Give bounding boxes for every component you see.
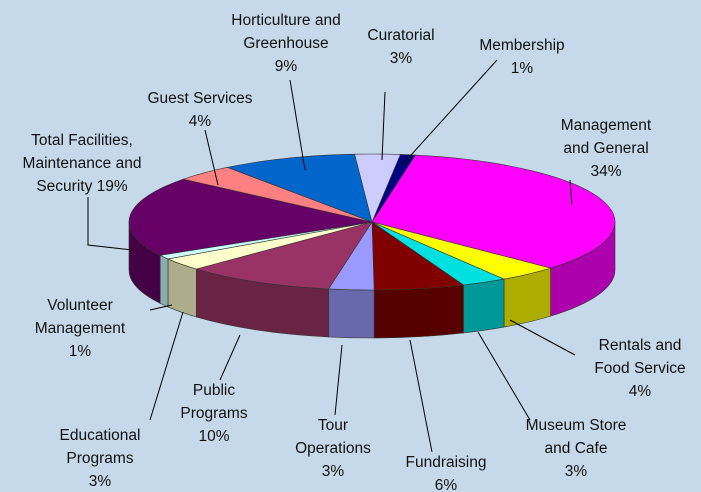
slice-label: Educational Programs 3%	[51, 424, 149, 492]
slice-label: Rentals and Food Service 4%	[586, 334, 694, 403]
value-label: 6%	[434, 477, 458, 492]
leader-line	[477, 331, 531, 421]
value-label: 3%	[88, 473, 112, 490]
category-name: Museum Store and Cafe	[525, 417, 627, 457]
slice-label: Membership 1%	[452, 34, 592, 80]
slice-side	[463, 278, 505, 334]
slice-label: Public Programs 10%	[173, 379, 255, 448]
value-label: 3%	[564, 463, 588, 480]
value-label: 3%	[389, 50, 413, 67]
leader-line	[204, 129, 219, 186]
slice-label: Horticulture and Greenhouse 9%	[217, 9, 355, 78]
leader-line	[401, 59, 498, 166]
slice	[226, 153, 373, 223]
slice-label: Fundraising 6%	[386, 451, 506, 492]
leader-lines	[87, 59, 576, 453]
category-name: Rentals and Food Service	[594, 337, 686, 377]
tops	[128, 153, 616, 291]
slice-label: Tour Operations 3%	[287, 414, 379, 483]
category-name: Fundraising	[405, 454, 487, 471]
slice	[195, 221, 373, 290]
slice-label: Volunteer Management 1%	[28, 294, 132, 363]
sides	[128, 221, 616, 339]
leader-line	[149, 304, 173, 311]
slice-label: Museum Store and Cafe 3%	[517, 414, 635, 483]
leader-line	[409, 339, 433, 453]
value-label: 4%	[628, 383, 652, 400]
slice-label: Curatorial 3%	[351, 24, 451, 70]
slice-side	[328, 288, 375, 339]
value-label: 3%	[321, 463, 345, 480]
slice-side	[373, 284, 464, 339]
value-label: 4%	[188, 113, 212, 130]
category-name: Curatorial	[367, 27, 435, 44]
slice-label: Total Facilities, Maintenance and Securi…	[13, 129, 151, 198]
value-label: 1%	[68, 343, 92, 360]
leader-line	[569, 179, 573, 206]
category-name: Public Programs	[180, 382, 248, 422]
leader-line	[149, 311, 184, 421]
slice	[128, 178, 373, 256]
slice	[354, 153, 401, 223]
leader-line	[334, 344, 343, 416]
category-name: Management and General	[560, 117, 652, 157]
slice-label: Guest Services 4%	[134, 87, 266, 133]
leader-line	[289, 79, 306, 171]
value-label: 10%	[198, 428, 230, 445]
leader-line	[87, 197, 133, 251]
leader-line	[219, 334, 241, 381]
category-name: Tour Operations	[295, 417, 371, 457]
leader-line	[381, 91, 386, 161]
slice-side	[159, 254, 169, 308]
category-name: Volunteer Management	[34, 297, 126, 337]
category-name: Membership	[479, 37, 565, 54]
category-name: Total Facilities, Maintenance and Securi…	[22, 132, 142, 195]
category-name: Horticulture and Greenhouse	[231, 12, 341, 52]
slice-label: Management and General 34%	[550, 114, 662, 183]
value-label: 9%	[274, 58, 298, 75]
value-label: 1%	[510, 60, 534, 77]
leader-line	[509, 319, 576, 356]
slice	[371, 154, 616, 269]
category-name: Guest Services	[147, 90, 253, 107]
value-label: 34%	[590, 163, 622, 180]
value-label: 19%	[96, 178, 128, 195]
category-name: Educational Programs	[59, 427, 141, 467]
